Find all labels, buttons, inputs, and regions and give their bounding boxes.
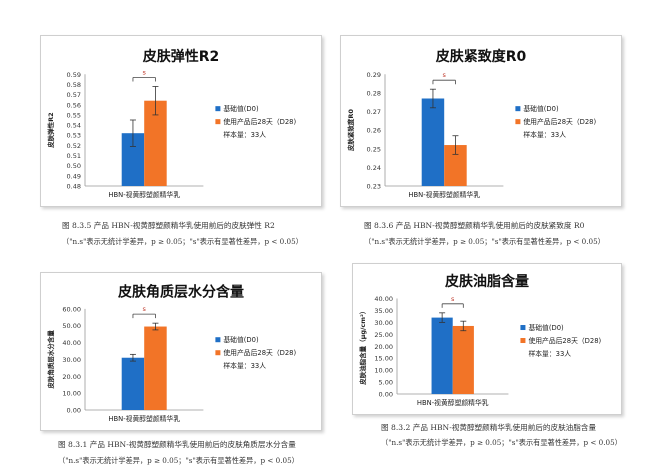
y-tick-label: 35.00 bbox=[374, 307, 393, 315]
sample-size-label: 样本量：33人 bbox=[523, 130, 566, 139]
bar-after bbox=[144, 326, 167, 410]
y-tick-label: 60.00 bbox=[62, 305, 81, 313]
bar-baseline bbox=[121, 357, 145, 410]
y-tick-label: 20.00 bbox=[374, 343, 393, 351]
figure-note: （"n.s"表示无统计学差异，p ≥ 0.05；"s"表示有显著性差异，p < … bbox=[62, 237, 303, 246]
y-tick-label: 0.48 bbox=[67, 183, 81, 191]
y-tick-label: 15.00 bbox=[374, 355, 393, 363]
bar-after bbox=[452, 325, 474, 394]
bar-baseline bbox=[431, 317, 453, 394]
y-tick-label: 0.49 bbox=[67, 172, 81, 180]
y-tick-label: 0.00 bbox=[379, 391, 393, 399]
legend-swatch bbox=[215, 350, 221, 356]
y-tick-label: 0.55 bbox=[67, 111, 81, 119]
y-tick-label: 0.57 bbox=[67, 91, 81, 99]
x-category-label: HBN-视黄醇塑颜精华乳 bbox=[417, 398, 489, 407]
y-tick-label: 10.00 bbox=[62, 390, 81, 398]
y-tick-label: 5.00 bbox=[379, 379, 393, 387]
chart-title: 皮肤弹性R2 bbox=[142, 48, 220, 65]
chart-sebum: 皮肤油脂含量皮肤油脂含量（μg/cm²） 40.00 35.00 30.00 25.00… bbox=[352, 263, 622, 415]
y-tick-label: 0.51 bbox=[67, 152, 81, 160]
y-tick-label: 0.27 bbox=[367, 108, 381, 116]
sample-size-label: 样本量：33人 bbox=[223, 130, 266, 139]
legend-entry: 使用产品后28天（D28) bbox=[523, 117, 596, 126]
y-tick-label: 50.00 bbox=[62, 322, 81, 330]
y-tick-label: 0.56 bbox=[67, 101, 81, 109]
legend-entry: 基础值(D0) bbox=[223, 335, 259, 344]
bar-baseline bbox=[121, 133, 145, 186]
y-tick-label: 0.53 bbox=[67, 132, 81, 140]
figure-note: （"n.s"表示无统计学差异，p ≥ 0.05；"s"表示有显著性差异，p < … bbox=[381, 438, 622, 447]
chart-elasticity: 皮肤弹性R2 皮肤弹性R2 0.59 0.58 0.57 0.56 0.55 0.54 0.53… bbox=[40, 35, 322, 207]
chart-svg: 皮肤弹性R2 皮肤弹性R2 0.59 0.58 0.57 0.56 0.55 0.54 0.53… bbox=[46, 48, 297, 199]
y-axis-label: 皮肤紧致度R0 bbox=[346, 109, 355, 152]
bar-baseline bbox=[421, 98, 445, 186]
y-tick-label: 0.58 bbox=[67, 81, 81, 89]
y-tick-label: 0.52 bbox=[67, 142, 81, 150]
chart-title: 皮肤紧致度R0 bbox=[435, 48, 527, 65]
x-category-label: HBN-视黄醇塑颜精华乳 bbox=[108, 414, 180, 423]
legend-swatch bbox=[520, 325, 526, 331]
figure-caption: 图 8.3.6 产品 HBN-视黄醇塑颜精华乳使用前后的皮肤紧致度 R0 bbox=[364, 221, 585, 230]
chart-firmness: 皮肤紧致度R0 皮肤紧致度R0 0.29 0.28 0.27 0.26 0.25 0.24 0.… bbox=[340, 35, 622, 207]
significance-label: s bbox=[443, 71, 447, 79]
x-category-label: HBN-视黄醇塑颜精华乳 bbox=[408, 190, 480, 199]
y-tick-label: 0.59 bbox=[67, 71, 81, 79]
y-tick-label: 40.00 bbox=[374, 295, 393, 303]
y-tick-label: 0.54 bbox=[67, 122, 81, 130]
legend-entry: 基础值(D0) bbox=[528, 323, 564, 332]
y-axis-label: 皮肤油脂含量（μg/cm²） bbox=[358, 308, 367, 385]
y-tick-label: 20.00 bbox=[62, 373, 81, 381]
legend-swatch bbox=[215, 337, 221, 343]
sample-size-label: 样本量：33人 bbox=[528, 349, 571, 358]
chart-moisture: 皮肤角质层水分含量 皮肤角质层水分含量 60.00 50.00 40.00 30.00 20… bbox=[40, 272, 322, 431]
x-category-label: HBN-视黄醇塑颜精华乳 bbox=[108, 190, 180, 199]
significance-label: s bbox=[143, 68, 147, 76]
figure-caption: 图 8.3.2 产品 HBN-视黄醇塑颜精华乳使用前后的皮肤油脂含量 bbox=[381, 423, 597, 432]
sample-size-label: 样本量：33人 bbox=[223, 361, 266, 370]
significance-label: s bbox=[451, 295, 455, 303]
legend-entry: 基础值(D0) bbox=[223, 104, 259, 113]
y-tick-label: 0.50 bbox=[67, 162, 81, 170]
y-tick-label: 0.25 bbox=[367, 145, 381, 153]
y-tick-label: 0.00 bbox=[67, 407, 81, 415]
y-tick-label: 0.29 bbox=[367, 71, 381, 79]
y-tick-label: 30.00 bbox=[374, 319, 393, 327]
y-tick-label: 40.00 bbox=[62, 339, 81, 347]
legend-entry: 使用产品后28天（D28) bbox=[528, 336, 601, 345]
y-tick-label: 30.00 bbox=[62, 356, 81, 364]
chart-title: 皮肤角质层水分含量 bbox=[117, 283, 244, 300]
y-tick-label: 0.28 bbox=[367, 89, 381, 97]
legend-swatch bbox=[215, 119, 221, 125]
legend-swatch bbox=[215, 106, 221, 112]
bar-after bbox=[444, 145, 467, 186]
legend-entry: 使用产品后28天（D28) bbox=[223, 117, 296, 126]
legend-entry: 基础值(D0) bbox=[523, 104, 559, 113]
y-tick-label: 0.26 bbox=[367, 127, 381, 135]
figure-caption: 图 8.3.1 产品 HBN-视黄醇塑颜精华乳使用前后的皮肤角质层水分含量 bbox=[58, 440, 296, 449]
figure-note: （"n.s"表示无统计学差异，p ≥ 0.05；"s"表示有显著性差异，p < … bbox=[58, 456, 299, 465]
y-axis-label: 皮肤弹性R2 bbox=[46, 112, 55, 148]
y-tick-label: 25.00 bbox=[374, 331, 393, 339]
legend-swatch bbox=[520, 338, 526, 344]
y-tick-label: 0.24 bbox=[367, 164, 381, 172]
y-axis-label: 皮肤角质层水分含量 bbox=[46, 330, 55, 389]
legend-entry: 使用产品后28天（D28) bbox=[223, 348, 296, 357]
chart-svg: 皮肤紧致度R0 皮肤紧致度R0 0.29 0.28 0.27 0.26 0.25 0.24 0.… bbox=[346, 48, 597, 199]
figure-note: （"n.s"表示无统计学差异，p ≥ 0.05；"s"表示有显著性差异，p < … bbox=[364, 237, 605, 246]
figure-caption: 图 8.3.5 产品 HBN-视黄醇塑颜精华乳使用前后的皮肤弹性 R2 bbox=[62, 221, 275, 230]
bar-after bbox=[144, 100, 167, 186]
legend-swatch bbox=[515, 119, 521, 125]
significance-label: s bbox=[143, 305, 147, 313]
legend-swatch bbox=[515, 106, 521, 112]
y-tick-label: 0.23 bbox=[367, 183, 381, 191]
chart-title: 皮肤油脂含量 bbox=[444, 273, 529, 290]
chart-svg: 皮肤角质层水分含量皮肤角质层水分含量60.0050.0040.0030.0020… bbox=[46, 283, 297, 423]
y-tick-label: 10.00 bbox=[374, 367, 393, 375]
